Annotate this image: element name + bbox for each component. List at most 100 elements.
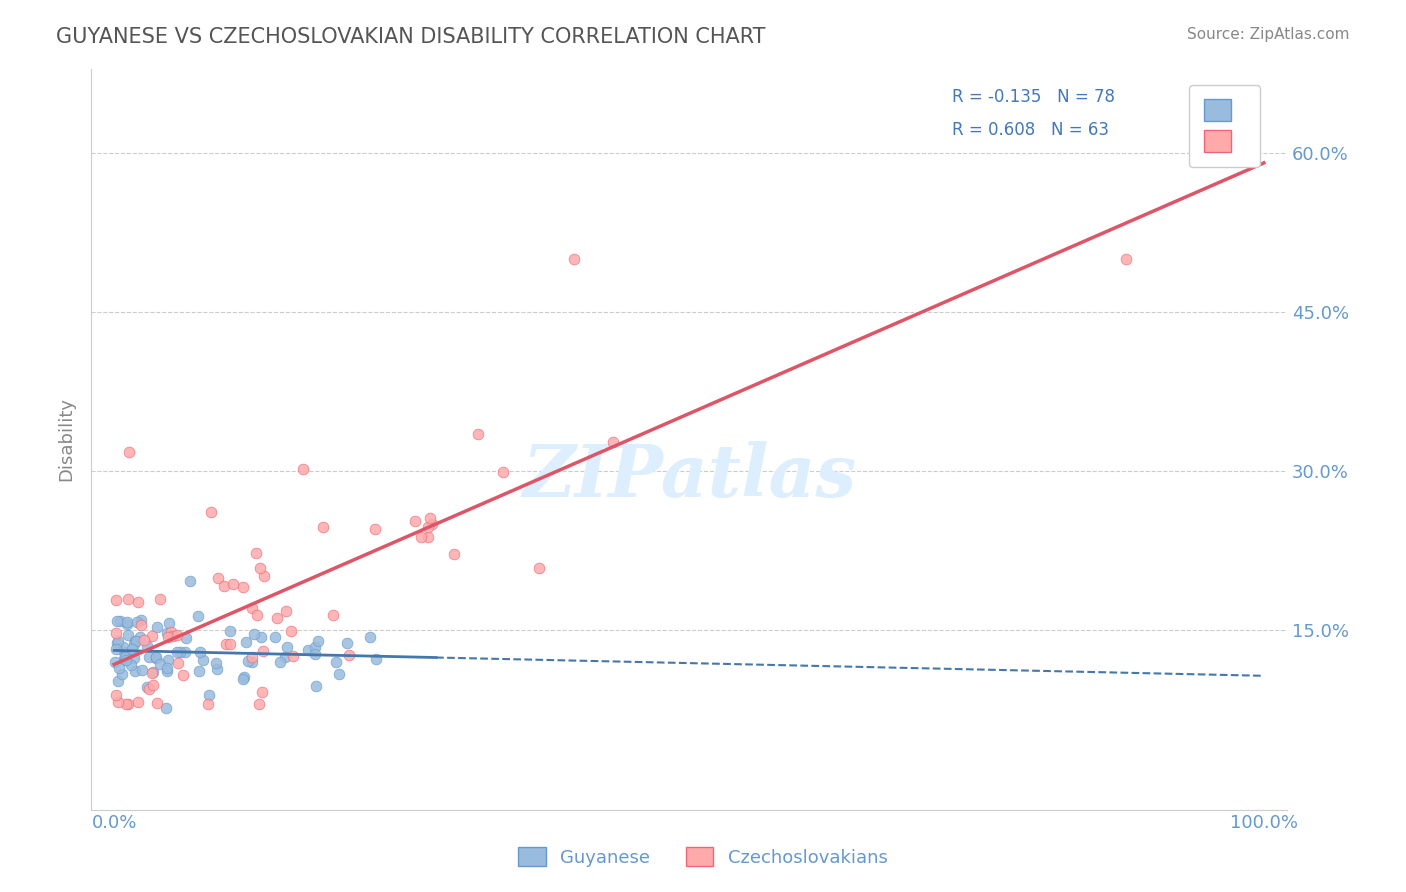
Point (562, 252, 585, 266)
Point (312, 520, 335, 534)
Point (156, 653, 179, 667)
Point (187, 609, 209, 624)
Point (107, 673, 129, 688)
Point (108, 614, 131, 628)
Point (245, 546, 267, 560)
Point (111, 640, 134, 655)
Point (269, 655, 291, 669)
Point (219, 637, 242, 651)
Point (145, 696, 167, 710)
Point (145, 650, 167, 665)
Point (602, 434, 624, 449)
Point (467, 427, 489, 442)
Point (124, 634, 146, 648)
Point (240, 601, 263, 615)
Point (169, 645, 191, 659)
Point (155, 701, 177, 715)
Point (136, 680, 159, 694)
Point (328, 667, 350, 681)
Point (364, 652, 387, 666)
Point (115, 697, 138, 711)
Point (235, 635, 257, 649)
Point (274, 604, 297, 618)
Point (129, 630, 152, 644)
Point (146, 620, 169, 634)
Point (411, 530, 433, 544)
Point (162, 629, 184, 643)
Point (114, 650, 136, 665)
Point (292, 462, 315, 476)
Point (115, 615, 138, 629)
Point (243, 627, 266, 641)
Text: GUYANESE VS CZECHOSLOVAKIAN DISABILITY CORRELATION CHART: GUYANESE VS CZECHOSLOVAKIAN DISABILITY C… (56, 27, 766, 46)
Point (253, 568, 276, 582)
Point (105, 688, 128, 702)
Point (236, 654, 259, 668)
Point (112, 652, 135, 666)
Point (266, 611, 288, 625)
Point (117, 628, 139, 642)
Point (416, 520, 439, 534)
Point (135, 639, 157, 653)
Point (335, 636, 357, 650)
Point (138, 649, 160, 664)
Text: ZIPatlas: ZIPatlas (522, 441, 856, 512)
Point (198, 689, 221, 703)
Point (304, 647, 326, 661)
Point (122, 637, 145, 651)
Point (274, 650, 297, 665)
Point (149, 657, 172, 671)
Point (232, 671, 254, 685)
Point (249, 630, 271, 644)
Point (117, 591, 139, 606)
Point (112, 645, 135, 659)
Point (114, 653, 136, 667)
Point (166, 645, 188, 659)
Point (127, 695, 149, 709)
Point (527, 561, 550, 575)
Point (114, 648, 136, 663)
Text: R = -0.135   N = 78: R = -0.135 N = 78 (952, 88, 1115, 106)
Point (492, 465, 515, 479)
Point (276, 640, 298, 654)
Point (359, 630, 381, 644)
Text: R = 0.608   N = 63: R = 0.608 N = 63 (952, 121, 1109, 139)
Point (215, 637, 238, 651)
Point (207, 571, 229, 585)
Point (242, 650, 264, 665)
Point (156, 664, 179, 678)
Point (111, 666, 134, 681)
Point (115, 617, 138, 632)
Point (121, 642, 143, 657)
Point (141, 666, 163, 681)
Point (197, 697, 219, 711)
Point (232, 580, 254, 594)
Point (125, 615, 148, 629)
Point (249, 560, 271, 574)
Point (404, 514, 426, 528)
Point (105, 614, 128, 628)
Point (443, 547, 465, 561)
Point (1115, 252, 1137, 266)
Point (132, 633, 155, 648)
Point (120, 658, 142, 673)
Point (281, 648, 304, 663)
Point (304, 679, 326, 693)
Point (250, 685, 273, 699)
Point (104, 655, 127, 669)
Point (200, 505, 222, 519)
Point (240, 656, 263, 670)
Point (142, 665, 165, 680)
Point (167, 656, 190, 670)
Point (188, 645, 211, 659)
Point (204, 656, 226, 670)
Point (115, 653, 138, 667)
Point (157, 615, 180, 630)
Point (138, 682, 160, 697)
Point (419, 510, 441, 524)
Point (252, 644, 274, 658)
Point (188, 664, 211, 678)
Point (416, 530, 439, 544)
Point (149, 592, 172, 607)
Point (157, 630, 180, 644)
